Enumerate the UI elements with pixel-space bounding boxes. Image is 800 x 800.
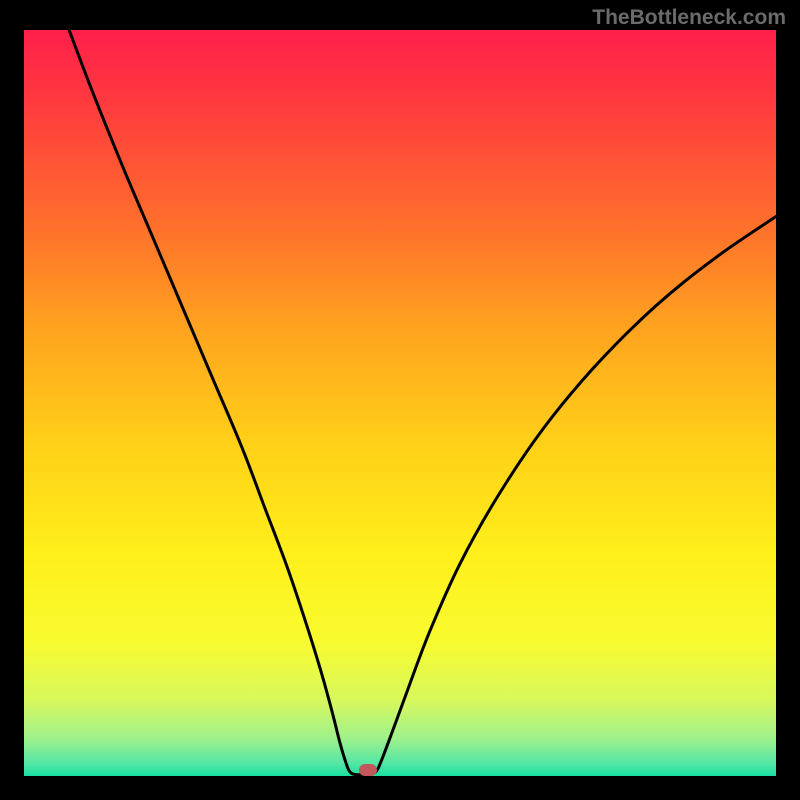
optimal-point-marker bbox=[359, 764, 377, 776]
plot-area bbox=[24, 30, 776, 776]
watermark-text: TheBottleneck.com bbox=[592, 6, 786, 30]
bottleneck-curve bbox=[24, 30, 776, 776]
curve-path bbox=[69, 30, 776, 775]
